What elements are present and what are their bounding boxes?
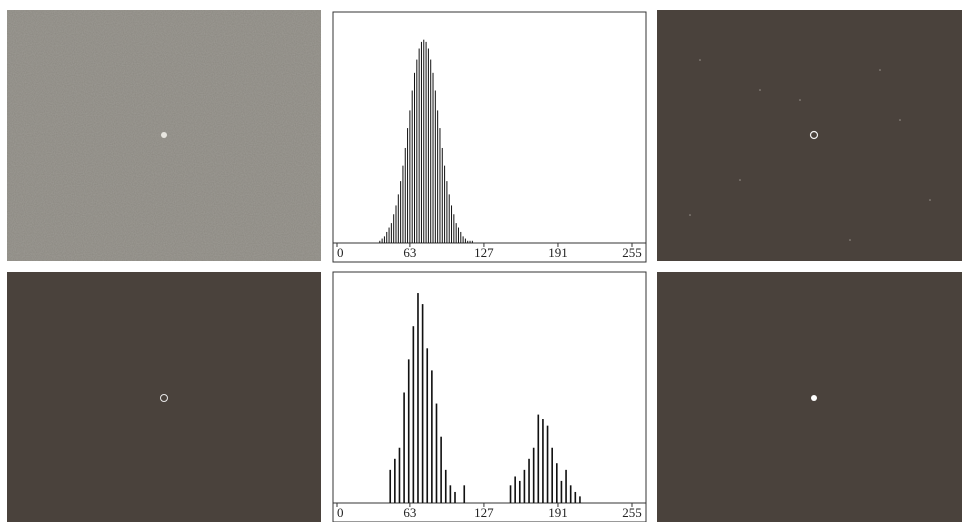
histogram-bar	[414, 73, 415, 243]
histogram-bar	[423, 40, 424, 243]
histogram-bar	[436, 404, 438, 503]
chart-frame	[333, 272, 646, 522]
x-tick-label: 127	[474, 505, 494, 520]
histogram-bar	[413, 326, 415, 503]
histogram-bar	[386, 232, 387, 243]
histogram-bar	[510, 485, 512, 503]
histogram-bar	[437, 110, 438, 243]
histogram-bar	[442, 148, 443, 243]
histogram-bar	[472, 241, 473, 243]
histogram-bar	[419, 49, 420, 243]
histogram-bar	[575, 492, 577, 503]
histogram-bar	[396, 205, 397, 243]
histogram-bar	[451, 205, 452, 243]
histogram-bar	[514, 476, 516, 503]
histogram-bar	[431, 370, 433, 503]
histogram-bar	[524, 470, 526, 503]
histogram-bar	[528, 459, 530, 503]
histogram-bar	[408, 359, 410, 503]
histogram-bar	[446, 181, 447, 243]
histogram-bar	[445, 470, 447, 503]
histogram-bar	[409, 110, 410, 243]
histogram-bar	[439, 128, 440, 243]
histogram-bar	[440, 437, 442, 503]
histogram-bar	[405, 148, 406, 243]
histogram-bar	[435, 91, 436, 243]
histogram-bar	[444, 166, 445, 243]
histogram-bar	[394, 459, 396, 503]
image-result-top	[657, 10, 962, 261]
histogram-bar	[470, 241, 471, 243]
histogram-bar	[393, 214, 394, 243]
histogram-bar	[467, 241, 468, 243]
x-tick-label: 63	[403, 505, 416, 520]
histogram-bar	[463, 485, 465, 503]
histogram-bar	[547, 426, 549, 503]
histogram-bar	[389, 470, 391, 503]
x-tick-label: 191	[548, 245, 568, 260]
histogram-bar	[537, 415, 539, 503]
x-tick-label: 255	[622, 505, 642, 520]
histogram-bar	[449, 194, 450, 243]
histogram-bar	[561, 481, 563, 503]
histogram-bar	[542, 419, 544, 503]
image-bottom-left	[7, 272, 321, 522]
x-tick-label: 127	[474, 245, 494, 260]
image-bottom-right	[657, 272, 962, 522]
histogram-bar	[421, 42, 422, 243]
histogram-bar	[430, 60, 431, 243]
figure: 0 63 127 191 255 0 63 127 191 255	[0, 0, 962, 522]
histogram-bar	[454, 492, 456, 503]
x-tick-label: 0	[337, 505, 344, 520]
histogram-bar	[453, 214, 454, 243]
histogram-bar	[398, 194, 399, 243]
histogram-bar	[565, 470, 567, 503]
histogram-bar	[399, 448, 401, 503]
x-tick-label: 0	[337, 245, 344, 260]
histogram-bar	[460, 232, 461, 243]
histogram-bar	[382, 239, 383, 243]
histogram-bar	[417, 293, 419, 503]
histogram-bar	[400, 181, 401, 243]
x-tick-label: 191	[548, 505, 568, 520]
x-tick-label: 63	[403, 245, 416, 260]
histogram-bar	[463, 236, 464, 243]
histogram-bar	[456, 223, 457, 243]
histogram-bar	[556, 463, 558, 503]
histogram-bar	[551, 448, 553, 503]
histogram-bar	[433, 73, 434, 243]
histogram-bar	[426, 348, 428, 503]
histogram-bar	[412, 91, 413, 243]
histogram-bar	[579, 496, 581, 503]
histogram-bar	[465, 239, 466, 243]
histogram-bar	[458, 228, 459, 243]
image-noisy	[7, 10, 321, 261]
histogram-bar	[379, 241, 380, 243]
histogram-bar	[426, 42, 427, 243]
chart-frame	[333, 12, 646, 262]
histogram-bar	[519, 481, 521, 503]
histogram-bar	[391, 223, 392, 243]
histogram-bar	[428, 49, 429, 243]
histogram-bar	[389, 228, 390, 243]
histogram-bar	[384, 236, 385, 243]
x-tick-label: 255	[622, 245, 642, 260]
histogram-bar	[407, 128, 408, 243]
histogram-bar	[403, 393, 405, 504]
histogram-bar	[570, 485, 572, 503]
histogram-bar	[416, 60, 417, 243]
histogram-bar	[533, 448, 535, 503]
histogram-bar	[422, 304, 424, 503]
histogram-bar	[402, 166, 403, 243]
histogram-bar	[450, 485, 452, 503]
